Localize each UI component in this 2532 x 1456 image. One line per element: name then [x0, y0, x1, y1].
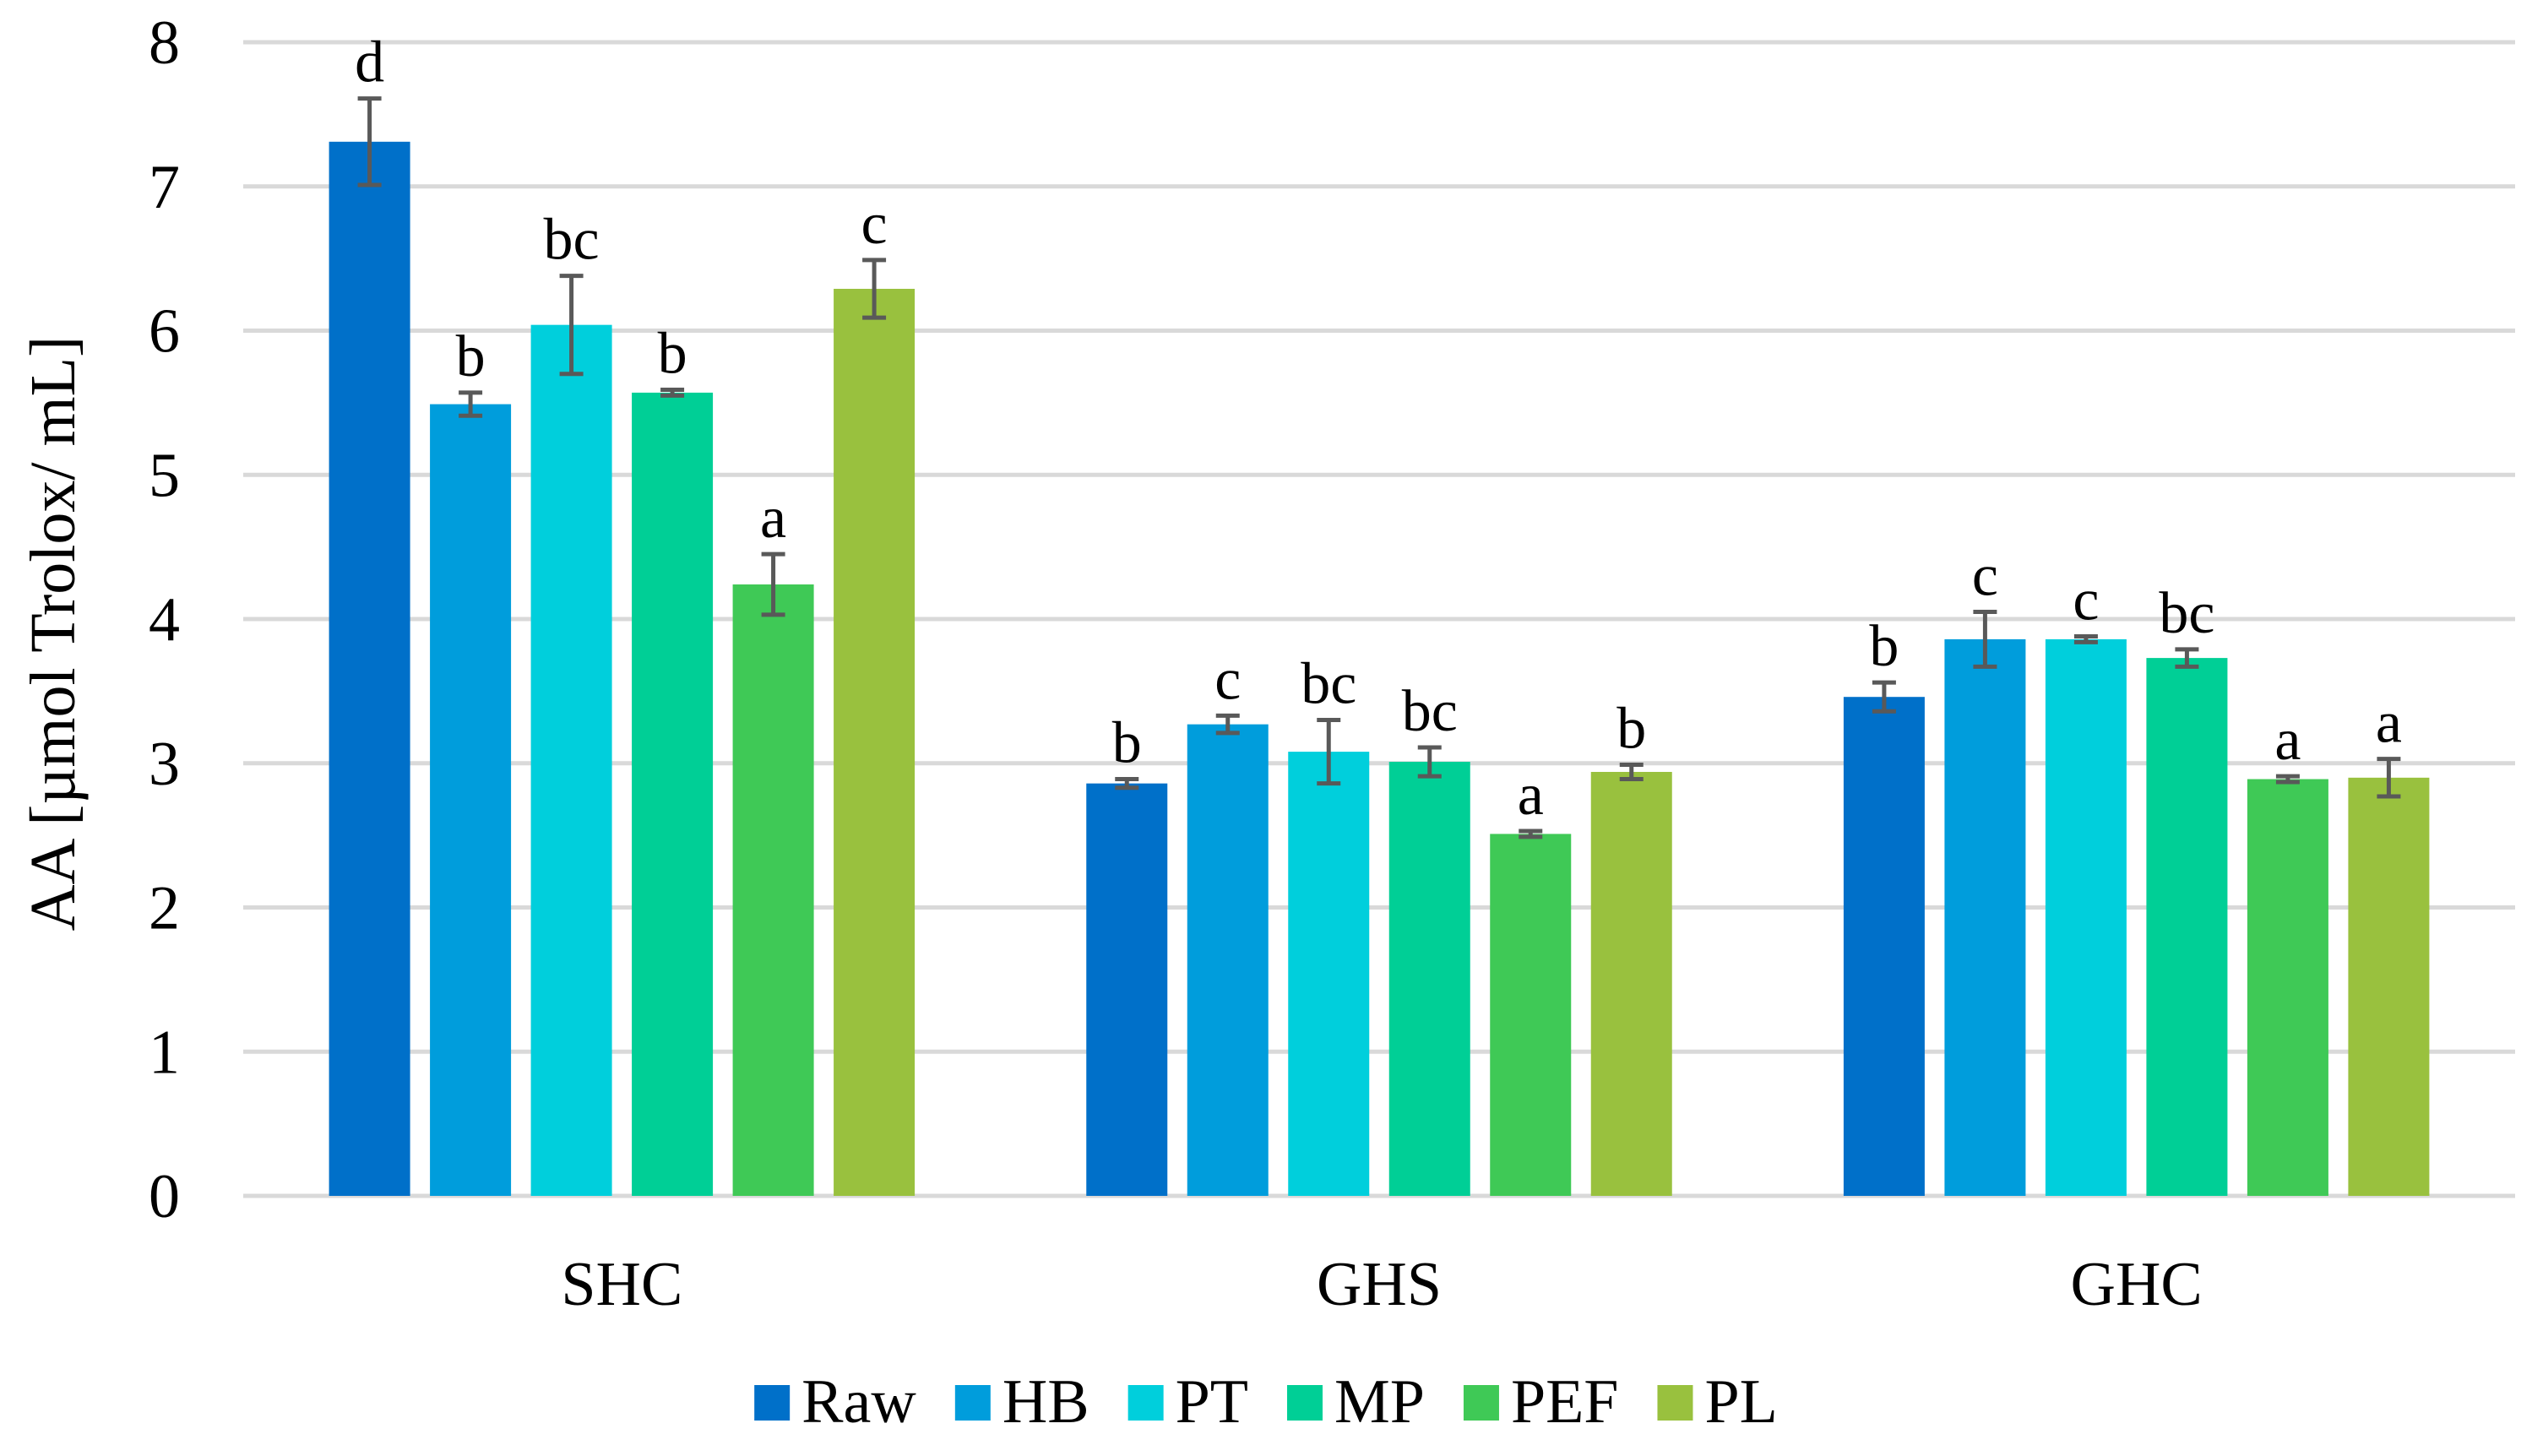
legend-label: PL	[1704, 1367, 1777, 1437]
legend-label: PEF	[1511, 1367, 1619, 1437]
y-tick-label: 7	[149, 153, 180, 222]
error-bar-mp-ghc	[2175, 647, 2199, 669]
significance-label: bc	[1402, 679, 1458, 744]
legend-swatch	[1463, 1385, 1499, 1421]
error-bar-pl-shc	[862, 258, 887, 320]
error-bar-raw-ghc	[1872, 680, 1896, 714]
error-bar-pl-ghs	[1619, 762, 1644, 782]
error-bar-hb-shc	[459, 390, 483, 418]
significance-label: bc	[544, 208, 600, 273]
bar-pl-shc	[834, 288, 916, 1196]
legend-item-pt: PT	[1127, 1367, 1248, 1437]
y-tick-label: 4	[149, 585, 180, 655]
significance-label: a	[2376, 691, 2402, 756]
significance-label: a	[1518, 763, 1544, 828]
bar-hb-ghs	[1187, 724, 1269, 1196]
error-bar-pef-ghc	[2275, 774, 2300, 785]
bar-pt-ghc	[2045, 638, 2127, 1196]
bar-pef-ghc	[2247, 779, 2328, 1196]
y-tick-label: 2	[149, 874, 180, 943]
significance-label: a	[760, 486, 786, 551]
bar-raw-ghc	[1843, 697, 1925, 1196]
significance-label: c	[1972, 543, 1998, 608]
legend-item-hb: HB	[954, 1367, 1089, 1437]
legend-label: HB	[1002, 1367, 1089, 1437]
bar-raw-shc	[329, 141, 410, 1196]
bar-pef-ghs	[1490, 834, 1572, 1196]
significance-label: b	[658, 322, 687, 387]
x-tick-label-shc: SHC	[561, 1250, 682, 1319]
legend-label: PT	[1176, 1367, 1248, 1437]
error-bars	[357, 96, 2401, 839]
significance-label: bc	[1301, 652, 1356, 717]
error-bar-pt-shc	[559, 274, 584, 377]
bar-pt-shc	[530, 324, 612, 1196]
significance-label: b	[1112, 711, 1142, 776]
bar-hb-shc	[430, 404, 512, 1196]
bar-pl-ghs	[1590, 771, 1672, 1196]
significance-label: c	[861, 192, 888, 257]
legend-swatch	[1127, 1385, 1164, 1421]
y-tick-label: 6	[149, 297, 180, 367]
y-tick-label: 5	[149, 441, 180, 510]
bar-mp-ghs	[1388, 762, 1470, 1196]
bar-mp-ghc	[2146, 658, 2228, 1196]
legend-swatch	[754, 1385, 791, 1421]
y-tick-label: 1	[149, 1018, 180, 1087]
bars	[329, 141, 2430, 1196]
error-bar-raw-shc	[357, 96, 382, 187]
y-axis-tick-labels: 0 1 2 3 4 5 6 7 8	[149, 8, 180, 1231]
bar-mp-shc	[632, 392, 714, 1196]
x-axis-category-labels: SHC GHS GHC	[561, 1250, 2202, 1319]
gridlines	[243, 40, 2515, 1198]
legend-swatch	[1657, 1385, 1693, 1421]
y-tick-label: 0	[149, 1162, 180, 1231]
error-bar-hb-ghs	[1215, 713, 1240, 736]
significance-label: b	[1616, 696, 1646, 761]
error-bar-pl-ghc	[2377, 757, 2401, 799]
error-bar-pef-ghs	[1519, 829, 1543, 839]
bar-raw-ghs	[1086, 783, 1168, 1196]
bar-pt-ghs	[1288, 752, 1370, 1196]
bar-hb-ghc	[1944, 638, 2026, 1196]
y-axis-title: AA [µmol Trolox/ mL]	[18, 336, 89, 932]
significance-label: c	[2073, 568, 2099, 633]
error-bar-hb-ghc	[1973, 609, 1997, 669]
legend-item-pef: PEF	[1463, 1367, 1619, 1437]
legend-item-raw: Raw	[754, 1367, 916, 1437]
significance-label: d	[355, 30, 384, 95]
significance-label: a	[2274, 708, 2301, 773]
x-tick-label-ghs: GHS	[1317, 1250, 1442, 1319]
error-bar-pt-ghs	[1317, 718, 1341, 786]
legend-item-pl: PL	[1657, 1367, 1778, 1437]
y-tick-label: 8	[149, 8, 180, 78]
error-bar-pt-ghc	[2073, 633, 2098, 644]
error-bar-mp-shc	[660, 388, 685, 398]
significance-label: bc	[2159, 581, 2214, 646]
bar-pl-ghc	[2348, 777, 2430, 1196]
legend: Raw HB PT MP PEF PL	[754, 1367, 1778, 1437]
significance-label: b	[1869, 614, 1899, 679]
x-tick-label-ghc: GHC	[2071, 1250, 2203, 1319]
legend-label: MP	[1334, 1367, 1425, 1437]
legend-swatch	[954, 1385, 991, 1421]
error-bar-pef-shc	[761, 551, 785, 617]
error-bar-mp-ghs	[1417, 745, 1442, 779]
bar-pef-shc	[732, 584, 814, 1196]
y-tick-label: 3	[149, 730, 180, 799]
legend-swatch	[1287, 1385, 1323, 1421]
significance-label: b	[456, 324, 486, 389]
legend-item-mp: MP	[1287, 1367, 1425, 1437]
legend-label: Raw	[801, 1367, 916, 1437]
significance-label: c	[1214, 647, 1241, 712]
error-bar-raw-ghs	[1115, 777, 1139, 790]
